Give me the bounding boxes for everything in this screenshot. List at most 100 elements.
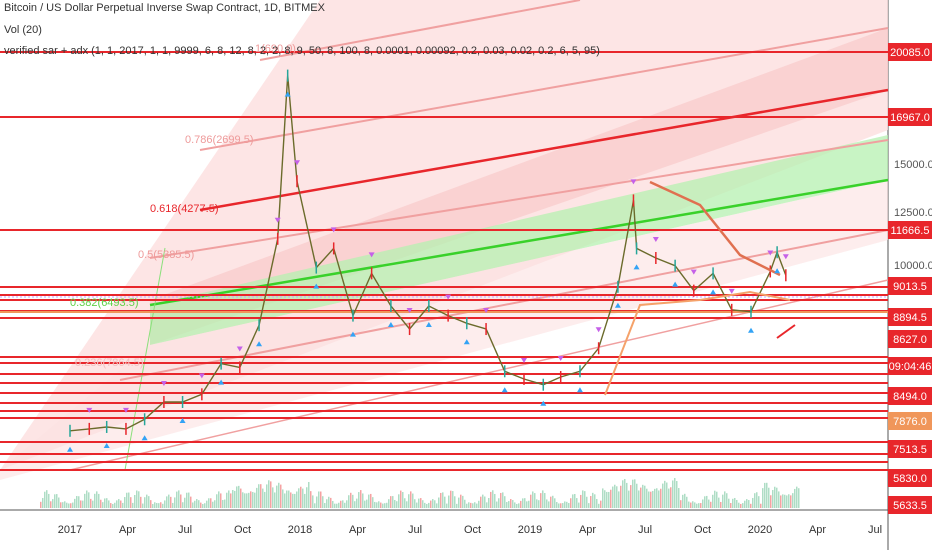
volume-bar	[160, 502, 162, 508]
volume-bar	[176, 491, 178, 508]
volume-bar	[248, 492, 250, 508]
volume-bar	[742, 503, 744, 508]
buy-arrow	[710, 289, 717, 295]
volume-bar	[296, 491, 298, 508]
volume-bar	[588, 503, 590, 508]
volume-bar	[628, 490, 630, 508]
volume-bar	[666, 482, 668, 508]
price-label-text: 7513.5	[893, 444, 927, 456]
volume-bar	[268, 480, 270, 508]
volume-bar	[294, 493, 296, 508]
volume-bar	[450, 490, 452, 508]
volume-bar	[524, 498, 526, 508]
volume-bar	[698, 503, 700, 508]
price-label-text: 5633.5	[893, 500, 927, 512]
volume-bar	[222, 499, 224, 508]
volume-bar	[168, 494, 170, 508]
volume-bar	[286, 490, 288, 508]
volume-bar	[624, 478, 626, 508]
volume-bar	[792, 493, 794, 508]
volume-bar	[200, 502, 202, 508]
volume-bar	[130, 497, 132, 508]
volume-bar	[500, 492, 502, 508]
sell-arrow	[368, 252, 375, 258]
fib-line-1	[199, 27, 889, 151]
volume-bar	[734, 497, 736, 508]
volume-bar	[154, 502, 156, 508]
volume-bar	[324, 503, 326, 508]
volume-bar	[720, 501, 722, 508]
volume-bar	[68, 503, 70, 508]
sell-arrow	[86, 407, 93, 413]
buy-arrow	[218, 379, 225, 385]
volume-bar	[488, 497, 490, 508]
volume-bar	[504, 496, 506, 508]
y-tick-label: 12500.0	[894, 207, 932, 219]
price-label-box	[888, 330, 932, 348]
price-label-box	[888, 469, 932, 487]
volume-bar	[124, 497, 126, 508]
volume-bar	[744, 500, 746, 508]
volume-bar	[264, 491, 266, 508]
volume-bar	[532, 491, 534, 508]
volume-bar	[416, 502, 418, 508]
volume-bar	[730, 503, 732, 508]
volume-bar	[658, 490, 660, 508]
volume-bar	[764, 482, 766, 508]
volume-bar	[44, 491, 46, 508]
volume-bar	[580, 494, 582, 508]
volume-bar	[480, 496, 482, 508]
volume-bar	[162, 503, 164, 508]
volume-bar	[318, 491, 320, 508]
volume-bar	[66, 502, 68, 508]
price-label-box	[888, 43, 932, 61]
sell-arrow	[122, 407, 129, 413]
volume-bar	[312, 495, 314, 508]
x-tick-label: 2017	[58, 524, 82, 536]
volume-bar	[716, 491, 718, 508]
volume-bar	[404, 498, 406, 508]
volume-bar	[366, 499, 368, 508]
volume-bar	[798, 488, 800, 508]
price-label-text: 7876.0	[893, 416, 927, 428]
buy-arrow	[425, 322, 432, 327]
volume-bar	[250, 491, 252, 508]
buy-arrow	[463, 339, 470, 345]
x-tick-label: 2019	[518, 524, 542, 536]
volume-bar	[712, 494, 714, 508]
volume-bar	[610, 489, 612, 508]
volume-bar	[394, 499, 396, 508]
volume-bar	[574, 493, 576, 508]
volume-bar	[278, 482, 280, 508]
volume-bar	[768, 487, 770, 508]
volume-bar	[690, 502, 692, 508]
volume-bar	[174, 497, 176, 508]
buy-arrow	[748, 327, 754, 333]
volume-bar	[728, 498, 730, 508]
volume-bar	[596, 499, 598, 508]
volume-bar	[604, 490, 606, 508]
sell-arrow	[557, 356, 564, 362]
volume-bar	[770, 495, 772, 508]
volume-bar	[378, 501, 380, 508]
fib-line-0	[259, 0, 581, 61]
sell-arrow	[595, 327, 602, 333]
volume-bar	[350, 492, 352, 508]
volume-bar	[426, 503, 428, 508]
volume-bar	[696, 503, 698, 508]
volume-bar	[190, 496, 192, 508]
volume-bar	[660, 488, 662, 508]
sell-arrow	[630, 179, 637, 185]
volume-bar	[128, 492, 130, 508]
volume-bar	[58, 497, 60, 508]
volume-bar	[94, 493, 96, 508]
volume-bar	[398, 494, 400, 508]
volume-bar	[796, 486, 798, 508]
sell-arrow	[521, 357, 527, 363]
price-label-text: 8494.0	[893, 391, 927, 403]
volume-bar	[550, 496, 552, 508]
volume-bar	[236, 486, 238, 508]
x-tick-label: Apr	[579, 524, 596, 536]
volume-bar	[360, 490, 362, 508]
buy-arrow	[387, 322, 394, 327]
